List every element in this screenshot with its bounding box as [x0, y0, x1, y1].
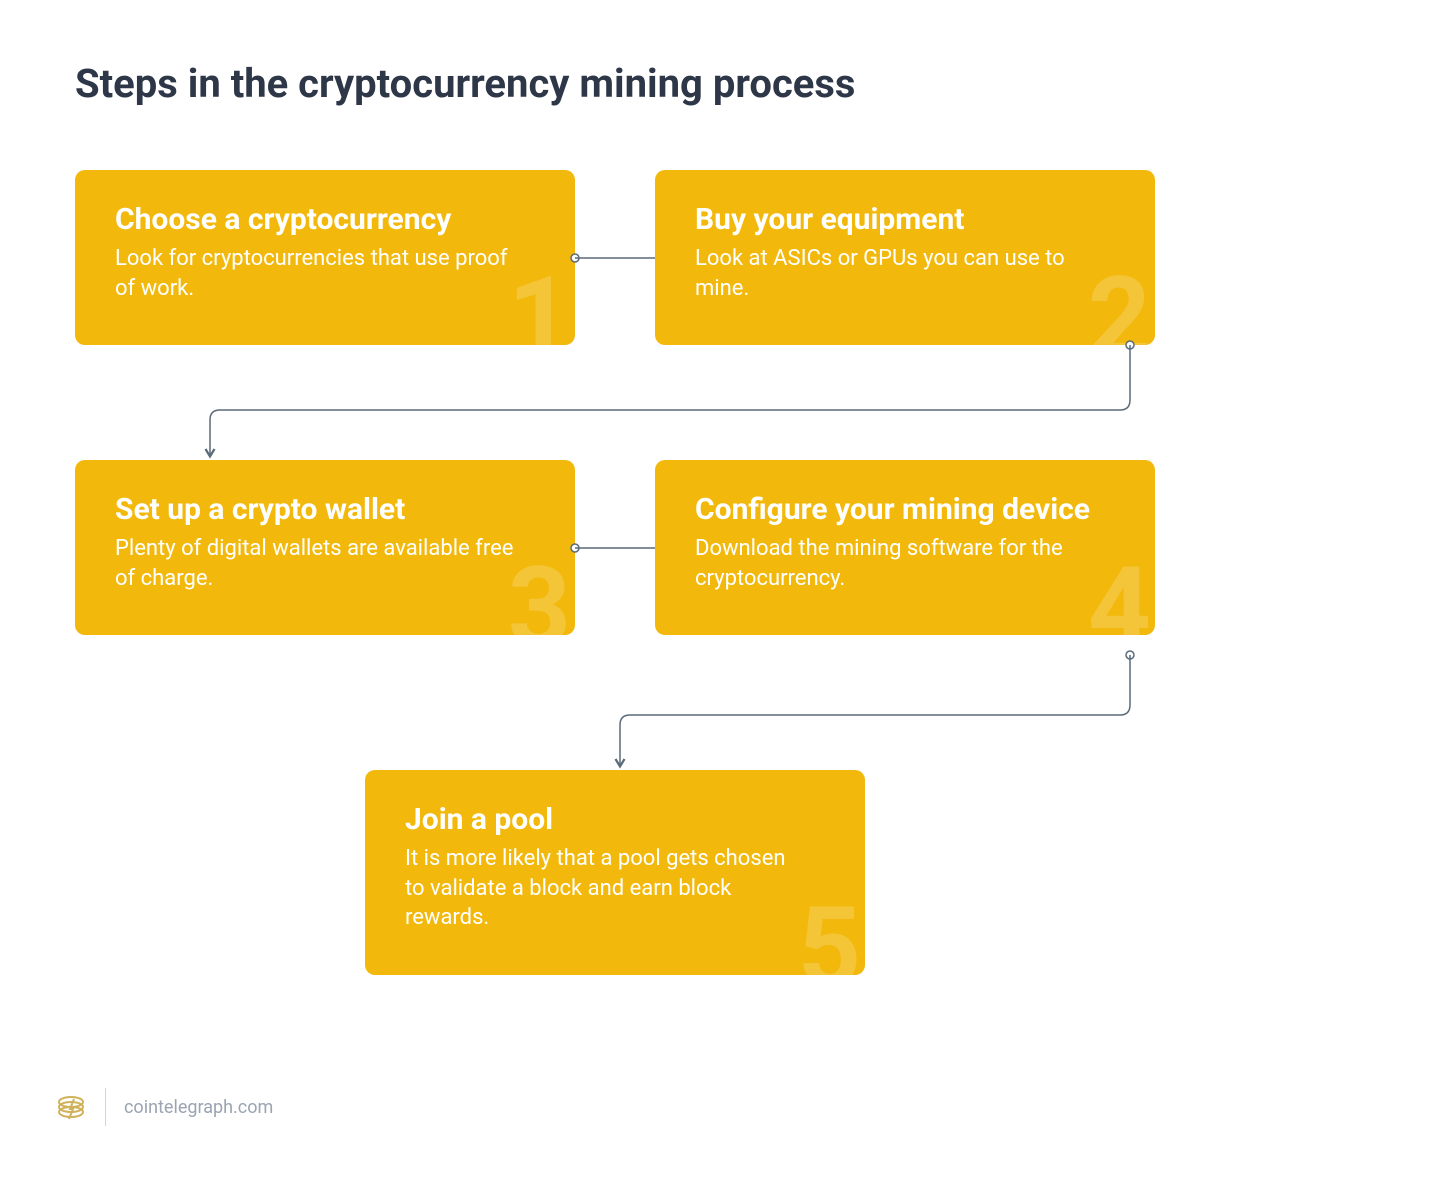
step-number: 5 — [798, 893, 861, 975]
infographic-container: Steps in the cryptocurrency mining proce… — [0, 0, 1450, 1186]
step-title: Set up a crypto wallet — [115, 492, 535, 528]
step-card-2: Buy your equipment Look at ASICs or GPUs… — [655, 170, 1155, 345]
step-card-3: Set up a crypto wallet Plenty of digital… — [75, 460, 575, 635]
step-desc: Plenty of digital wallets are available … — [115, 534, 515, 593]
step-title: Choose a cryptocurrency — [115, 202, 535, 238]
step-number: 1 — [508, 263, 571, 345]
step-title: Join a pool — [405, 802, 825, 838]
step-desc: Look at ASICs or GPUs you can use to min… — [695, 244, 1095, 303]
step-desc: Download the mining software for the cry… — [695, 534, 1095, 593]
footer-divider — [105, 1088, 106, 1126]
step-title: Buy your equipment — [695, 202, 1115, 238]
step-card-1: Choose a cryptocurrency Look for cryptoc… — [75, 170, 575, 345]
footer: cointelegraph.com — [55, 1088, 273, 1126]
step-card-5: Join a pool It is more likely that a poo… — [365, 770, 865, 975]
step-desc: Look for cryptocurrencies that use proof… — [115, 244, 515, 303]
footer-site: cointelegraph.com — [124, 1097, 273, 1118]
step-desc: It is more likely that a pool gets chose… — [405, 844, 805, 933]
step-number: 3 — [508, 553, 571, 635]
step-title: Configure your mining device — [695, 492, 1115, 528]
page-title: Steps in the cryptocurrency mining proce… — [75, 60, 855, 107]
step-card-4: Configure your mining device Download th… — [655, 460, 1155, 635]
step-number: 4 — [1088, 553, 1151, 635]
step-number: 2 — [1088, 263, 1151, 345]
logo-icon — [55, 1091, 87, 1123]
